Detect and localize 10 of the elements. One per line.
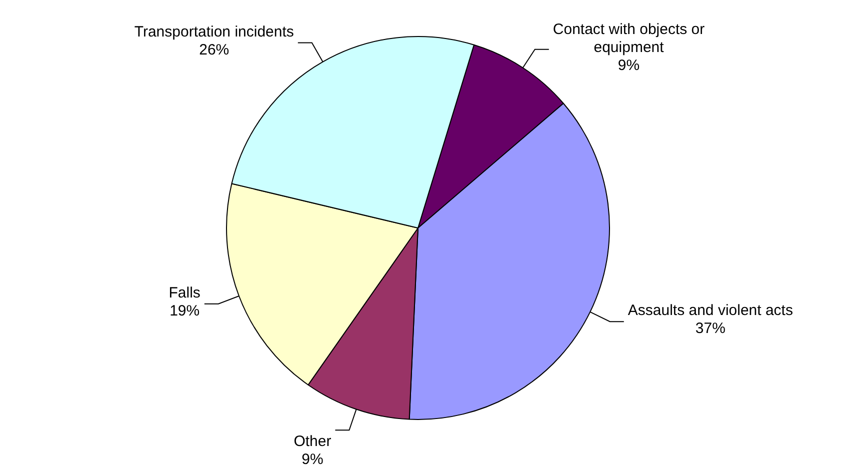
- slice-label: Transportation incidents: [134, 23, 294, 40]
- data-label: 9%: [618, 56, 640, 74]
- slice-label: Contact with objects or equipment: [552, 20, 705, 56]
- slice-label: Other: [294, 432, 332, 450]
- data-label: 37%: [695, 320, 726, 338]
- data-label: 26%: [199, 41, 230, 58]
- data-label: 19%: [170, 302, 200, 320]
- slice-label: Assaults and violent acts: [628, 302, 793, 320]
- slice-label: Falls: [168, 284, 200, 302]
- data-label: 9%: [302, 450, 324, 468]
